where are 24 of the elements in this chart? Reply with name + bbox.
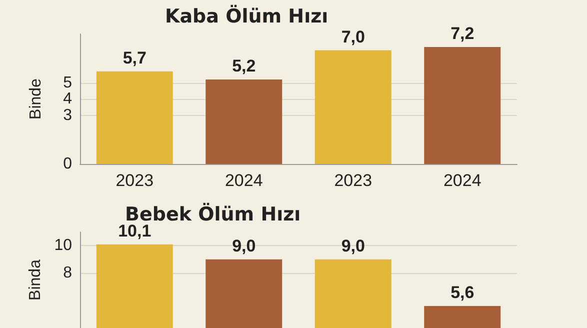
data-label: 5,7 bbox=[122, 48, 146, 68]
data-label: 9,0 bbox=[341, 236, 365, 256]
x-tick-label: 2024 bbox=[224, 171, 263, 190]
y-tick-label: 3 bbox=[63, 106, 72, 124]
x-tick-label: 2023 bbox=[334, 171, 372, 190]
y-tick-label: 8 bbox=[63, 264, 72, 282]
bar bbox=[96, 71, 173, 164]
x-tick-label: 2023 bbox=[116, 171, 154, 190]
y-tick-label: 4 bbox=[63, 90, 72, 108]
bar bbox=[206, 80, 282, 164]
bar bbox=[314, 50, 392, 164]
data-label: 7,0 bbox=[341, 27, 365, 46]
y-tick-label: 5 bbox=[63, 74, 72, 92]
y-tick-label: 10 bbox=[54, 237, 72, 254]
data-label: 9,0 bbox=[232, 236, 256, 256]
chart-title: Kaba Ölüm Hızı bbox=[165, 4, 328, 28]
x-tick-label: 2024 bbox=[443, 171, 482, 190]
y-axis-title: Binde bbox=[28, 78, 44, 120]
y-tick-label: 0 bbox=[63, 156, 72, 172]
data-label: 5,6 bbox=[450, 283, 474, 302]
data-label: 5,2 bbox=[232, 56, 256, 76]
bar bbox=[424, 47, 501, 164]
data-label: 7,2 bbox=[450, 24, 474, 43]
y-axis-title: Binda bbox=[26, 259, 44, 300]
